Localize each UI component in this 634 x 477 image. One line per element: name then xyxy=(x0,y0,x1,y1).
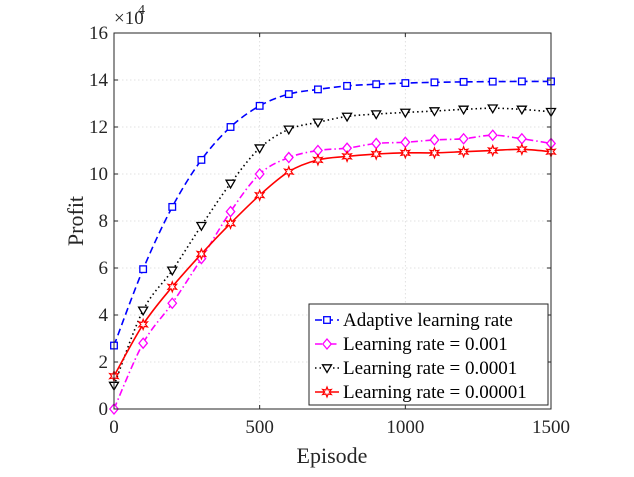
data-point xyxy=(428,146,441,160)
data-point xyxy=(283,125,295,136)
data-point xyxy=(429,133,440,146)
data-point xyxy=(254,144,266,154)
y-multiplier-label: ×10 xyxy=(114,8,144,29)
y-tick-label: 14 xyxy=(89,70,109,91)
data-point xyxy=(458,132,469,145)
legend-marker xyxy=(321,385,333,399)
x-tick-label: 500 xyxy=(245,417,274,438)
data-point xyxy=(226,123,235,131)
data-point xyxy=(166,266,178,277)
x-tick-label: 1000 xyxy=(386,417,424,438)
data-point xyxy=(313,85,322,94)
data-point xyxy=(487,104,499,114)
data-point xyxy=(224,216,237,231)
series-line xyxy=(113,80,552,346)
data-point xyxy=(195,247,208,261)
data-point xyxy=(486,143,499,158)
legend-marker xyxy=(323,316,331,324)
data-point xyxy=(312,118,324,129)
x-tick-label: 1500 xyxy=(532,417,570,438)
data-point xyxy=(254,167,265,181)
data-point xyxy=(488,77,497,86)
legend-label: Learning rate = 0.0001 xyxy=(343,358,517,379)
legend-marker xyxy=(321,337,333,351)
data-point xyxy=(372,80,381,89)
data-point xyxy=(255,101,264,110)
y-tick-label: 16 xyxy=(89,23,108,44)
data-point xyxy=(139,265,148,274)
data-point xyxy=(197,155,206,164)
y-tick-label: 0 xyxy=(99,399,109,420)
y-tick-label: 2 xyxy=(99,352,109,373)
data-point xyxy=(487,129,498,142)
y-tick-label: 10 xyxy=(89,164,108,185)
y-tick-label: 6 xyxy=(99,258,109,279)
data-point xyxy=(253,188,266,202)
data-point xyxy=(195,221,208,232)
data-point xyxy=(430,78,439,87)
series-line xyxy=(113,148,552,377)
x-tick-label: 0 xyxy=(109,417,119,438)
y-multiplier-exponent: 4 xyxy=(138,3,145,18)
legend-box xyxy=(308,303,549,406)
data-point xyxy=(137,306,149,317)
y-tick-label: 8 xyxy=(99,211,109,232)
data-point xyxy=(283,151,294,164)
y-tick-label: 4 xyxy=(99,305,109,326)
data-point xyxy=(224,179,237,190)
legend-marker xyxy=(321,364,333,374)
data-point xyxy=(399,108,411,119)
data-point xyxy=(459,77,468,86)
data-point xyxy=(457,145,470,159)
data-point xyxy=(137,317,149,332)
data-point xyxy=(516,142,528,156)
data-point xyxy=(312,153,324,167)
data-point xyxy=(517,77,526,86)
data-point xyxy=(166,280,179,294)
y-axis-title: Profit xyxy=(63,196,88,246)
legend: Adaptive learning rate Learning rate = 0.… xyxy=(308,303,549,406)
data-point xyxy=(283,164,295,179)
ticks: 0 500 1000 1500 0 2 4 6 8 10 12 14 16 xyxy=(89,23,570,438)
legend-label: Learning rate = 0.00001 xyxy=(343,382,527,403)
data-point xyxy=(457,105,470,116)
series-1 xyxy=(110,77,555,350)
x-axis-title: Episode xyxy=(297,443,368,468)
data-point xyxy=(168,202,177,211)
series-line xyxy=(113,134,552,410)
series-3 xyxy=(108,104,557,392)
data-point xyxy=(225,205,236,218)
series-group xyxy=(108,77,557,416)
data-point xyxy=(343,81,352,90)
data-point xyxy=(399,146,412,160)
data-point xyxy=(370,147,382,161)
data-point xyxy=(284,90,293,99)
data-point xyxy=(167,297,178,310)
legend-label: Adaptive learning rate xyxy=(343,310,513,331)
series-2 xyxy=(108,129,557,416)
data-point xyxy=(370,110,382,120)
data-point xyxy=(516,105,528,116)
data-point xyxy=(401,79,410,88)
legend-label: Learning rate = 0.001 xyxy=(343,334,508,355)
data-point xyxy=(341,112,353,123)
data-point xyxy=(341,149,353,164)
data-point xyxy=(138,337,149,350)
data-point xyxy=(428,107,441,117)
y-tick-label: 12 xyxy=(89,117,108,138)
